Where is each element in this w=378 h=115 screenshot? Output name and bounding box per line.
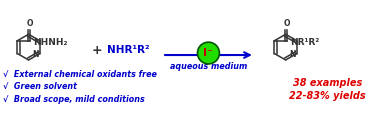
Text: +: +: [92, 43, 103, 56]
Text: √  Green solvent: √ Green solvent: [3, 81, 77, 90]
Text: √  External chemical oxidants free: √ External chemical oxidants free: [3, 69, 156, 78]
Text: √  Broad scope, mild conditions: √ Broad scope, mild conditions: [3, 94, 144, 103]
Text: NR¹R²: NR¹R²: [290, 38, 319, 47]
Text: O: O: [284, 19, 290, 28]
Circle shape: [197, 43, 219, 64]
Text: N: N: [32, 50, 39, 59]
Text: N: N: [290, 50, 296, 59]
Text: I⁻: I⁻: [203, 48, 213, 58]
Text: NHR¹R²: NHR¹R²: [107, 45, 150, 55]
Text: NHNH₂: NHNH₂: [33, 38, 67, 47]
Text: O: O: [26, 19, 33, 28]
Text: 22-83% yields: 22-83% yields: [289, 90, 366, 100]
Text: aqueous medium: aqueous medium: [170, 62, 247, 71]
Text: 38 examples: 38 examples: [293, 77, 362, 87]
